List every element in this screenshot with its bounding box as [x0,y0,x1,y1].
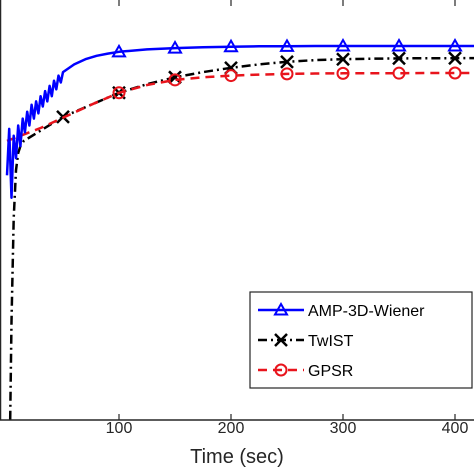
series-marker-amp-3d-wiener [167,40,183,54]
legend-label-amp-3d-wiener: AMP-3D-Wiener [308,303,425,320]
legend-label-gpsr: GPSR [308,363,353,380]
series-marker-gpsr [224,69,238,83]
series-marker-amp-3d-wiener [111,43,127,58]
series-marker-twist [168,70,182,85]
x-tick-label: 100 [106,420,133,437]
x-tick-label: 300 [330,420,357,437]
series-marker-twist [336,52,350,67]
series-marker-twist [280,54,294,69]
x-tick-label: 200 [218,420,245,437]
series-marker-amp-3d-wiener [335,37,351,52]
x-tick-label: 400 [442,420,469,437]
series-line-amp-3d-wiener [5,44,474,199]
series-layer [5,37,474,420]
legend: AMP-3D-Wiener TwIST GPSR [249,291,473,389]
series-marker-amp-3d-wiener [223,38,239,53]
legend-marker-twist [274,333,288,347]
series-marker-gpsr [448,66,462,80]
series-marker-amp-3d-wiener [447,37,463,52]
series-marker-gpsr [112,86,126,100]
series-marker-amp-3d-wiener [279,38,295,52]
legend-marker-amp-3d-wiener [273,301,289,316]
series-marker-twist [392,51,406,66]
series-marker-gpsr [168,73,182,87]
series-marker-gpsr [280,67,294,81]
series-marker-gpsr [336,66,350,80]
series-marker-gpsr [392,66,406,80]
axes-layer: 100 200 300 400 [0,0,474,437]
legend-marker-gpsr [274,363,288,377]
series-marker-amp-3d-wiener [391,37,407,52]
series-marker-twist [448,51,462,66]
x-axis-label: Time (sec) [190,446,284,468]
legend-label-twist: TwIST [308,333,354,350]
